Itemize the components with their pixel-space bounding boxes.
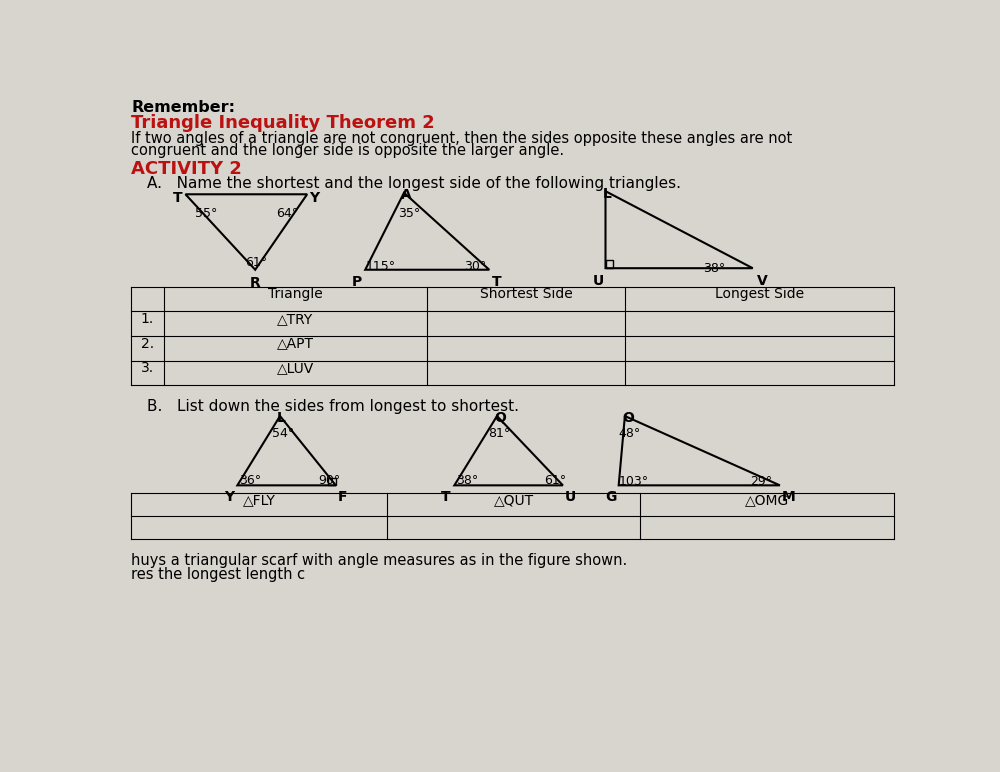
Text: 90°: 90° — [318, 474, 340, 487]
Text: L: L — [602, 187, 611, 201]
Text: 81°: 81° — [488, 427, 511, 440]
Text: P: P — [351, 275, 362, 290]
Text: 38°: 38° — [703, 262, 725, 275]
Text: ACTIVITY 2: ACTIVITY 2 — [131, 161, 242, 178]
Text: 35°: 35° — [398, 207, 420, 219]
Text: △TRY: △TRY — [277, 312, 314, 326]
Text: G: G — [606, 490, 617, 504]
Text: △LUV: △LUV — [277, 361, 314, 375]
Text: U: U — [593, 274, 604, 289]
Text: Shortest Side: Shortest Side — [480, 287, 572, 301]
Text: T: T — [441, 490, 451, 504]
Text: 48°: 48° — [618, 427, 640, 440]
Text: Triangle: Triangle — [268, 287, 323, 301]
Text: F: F — [338, 490, 348, 504]
Text: △OMG: △OMG — [745, 493, 789, 507]
Text: congruent and the longer side is opposite the larger angle.: congruent and the longer side is opposit… — [131, 144, 564, 158]
Text: 115°: 115° — [366, 260, 396, 273]
Text: 38°: 38° — [456, 474, 478, 487]
Text: Longest Side: Longest Side — [715, 287, 804, 301]
Text: L: L — [277, 411, 286, 425]
Text: Y: Y — [309, 191, 320, 205]
Text: T: T — [173, 191, 183, 205]
Text: Y: Y — [224, 490, 234, 504]
Text: R: R — [250, 276, 261, 290]
Text: O: O — [622, 411, 634, 425]
Text: Remember:: Remember: — [131, 100, 235, 115]
Text: 3.: 3. — [141, 361, 154, 375]
Text: △FLY: △FLY — [243, 493, 276, 507]
Text: M: M — [782, 490, 796, 504]
Text: 30°: 30° — [464, 260, 487, 273]
Text: 29°: 29° — [750, 475, 772, 488]
Text: 54°: 54° — [272, 427, 294, 440]
Text: Triangle Inequality Theorem 2: Triangle Inequality Theorem 2 — [131, 114, 435, 132]
Text: V: V — [757, 274, 767, 289]
Text: 1.: 1. — [141, 312, 154, 326]
Text: U: U — [565, 490, 576, 504]
Text: 64°: 64° — [276, 207, 298, 219]
Text: 61°: 61° — [544, 474, 566, 487]
Text: huys a triangular scarf with angle measures as in the figure shown.: huys a triangular scarf with angle measu… — [131, 553, 627, 568]
Text: B.   List down the sides from longest to shortest.: B. List down the sides from longest to s… — [147, 399, 519, 414]
Text: Q: Q — [494, 411, 506, 425]
Text: 36°: 36° — [239, 474, 261, 487]
Text: △QUT: △QUT — [494, 493, 534, 507]
Text: △APT: △APT — [277, 337, 314, 350]
Text: A.   Name the shortest and the longest side of the following triangles.: A. Name the shortest and the longest sid… — [147, 176, 681, 191]
Text: 103°: 103° — [619, 475, 649, 488]
Text: 55°: 55° — [195, 207, 217, 219]
Text: T: T — [492, 275, 501, 290]
Text: res the longest length c: res the longest length c — [131, 567, 305, 582]
Text: 2.: 2. — [141, 337, 154, 350]
Text: If two angles of a triangle are not congruent, then the sides opposite these ang: If two angles of a triangle are not cong… — [131, 131, 792, 146]
Text: A: A — [401, 188, 412, 202]
Text: 61°: 61° — [245, 256, 267, 269]
